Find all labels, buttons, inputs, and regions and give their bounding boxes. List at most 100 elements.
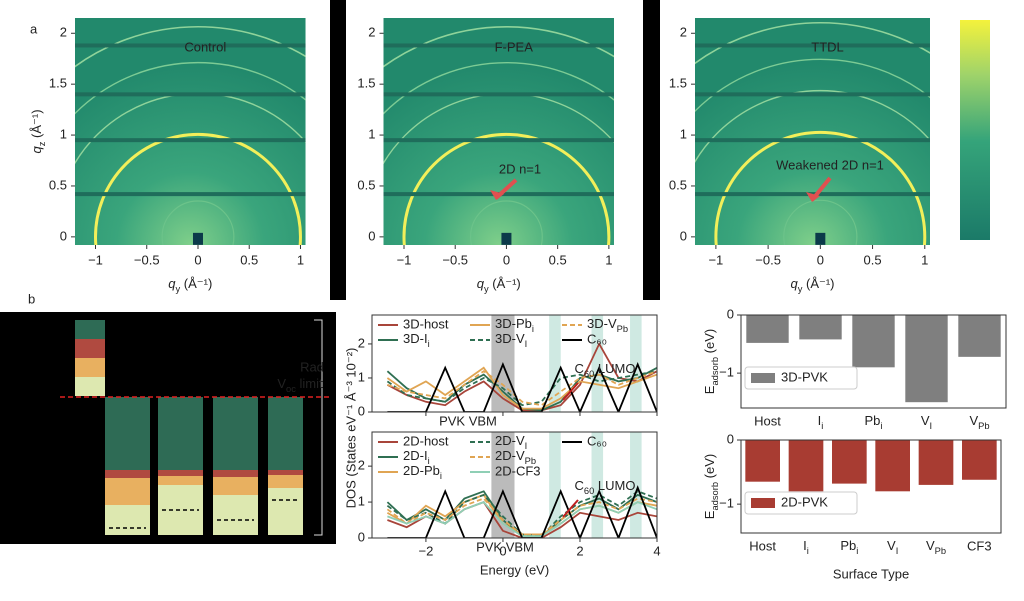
detector-gap <box>383 138 614 143</box>
y-tick-label: −1 <box>719 365 734 380</box>
text-part: Pb <box>978 421 989 431</box>
x-tick-label: −0.5 <box>755 252 781 267</box>
legend-label: 3D-host <box>403 316 449 331</box>
scattering-ring <box>75 61 306 115</box>
level-bar <box>213 495 258 535</box>
y-tick-label: 0.5 <box>669 177 687 192</box>
text-part: adsorb <box>710 482 720 511</box>
plot-area <box>386 432 657 538</box>
x-tick-label: −0.5 <box>134 252 160 267</box>
colorbar <box>960 20 990 240</box>
bar <box>746 315 789 343</box>
text-part: i <box>428 456 430 466</box>
text-part: C <box>575 361 584 376</box>
plot-frame <box>740 314 1007 409</box>
beam-stop <box>192 232 203 245</box>
text-part: I <box>525 339 528 349</box>
detector-gap <box>695 92 930 97</box>
x-tick-label: VI <box>921 413 932 431</box>
text-part: E <box>702 510 717 519</box>
scattering-ring <box>714 130 927 245</box>
scattering-ring <box>383 62 614 115</box>
level-bar <box>158 476 203 485</box>
lumo-annotation: C60 LUMO <box>575 361 636 379</box>
legend-label: 2D-Pbi <box>403 463 442 481</box>
rad-label: Rad <box>300 359 324 374</box>
scattering-ring <box>94 132 302 245</box>
dos-line <box>386 497 657 536</box>
legend-label: 3D-VI <box>495 331 527 349</box>
text-part: z <box>37 141 47 146</box>
text-part: 60 <box>584 369 594 379</box>
beam-stop <box>815 232 826 245</box>
text-part: 2D-Pb <box>403 463 440 478</box>
bar <box>852 315 895 368</box>
text-part: i <box>807 546 809 556</box>
text-part: I <box>803 538 807 553</box>
x-tick-label: Pbi <box>865 413 883 431</box>
level-bar <box>158 397 203 470</box>
x-tick-label: Ii <box>818 413 824 431</box>
text-part: (Å⁻¹) <box>489 276 521 291</box>
level-bar <box>268 397 303 470</box>
level-bar <box>105 478 150 505</box>
x-tick-label: Host <box>754 413 781 428</box>
level-bar <box>105 470 150 478</box>
y-tick-label: 0 <box>60 228 67 243</box>
plot-area <box>383 18 614 245</box>
x-tick-label: 0 <box>499 543 506 558</box>
scattering-ring <box>695 58 930 113</box>
x-tick-label: 0.5 <box>240 252 258 267</box>
text-part: y <box>484 284 489 294</box>
x-tick-label: VPb <box>926 538 946 556</box>
dos-line <box>386 370 657 407</box>
y-tick-label: 0 <box>358 403 365 418</box>
panel-title: F-PEA <box>495 39 534 54</box>
x-axis-label: qy (Å⁻¹) <box>790 276 834 294</box>
text-part: i <box>821 421 823 431</box>
legend-label: 3D-PVK <box>781 369 828 384</box>
detector-gap <box>695 138 930 143</box>
detector-gap <box>75 138 306 143</box>
text-part: 60 <box>584 486 594 496</box>
text-part: y <box>176 284 181 294</box>
level-bar <box>158 470 203 476</box>
y-tick-label: 1 <box>358 494 365 509</box>
level-bar <box>105 505 150 535</box>
y-tick-label: 2 <box>358 458 365 473</box>
text-part: y <box>798 284 803 294</box>
text-part: limit <box>296 376 323 391</box>
bracket <box>314 319 323 536</box>
plot-area <box>75 18 306 245</box>
text-part: V <box>921 413 930 428</box>
x-tick-label: −2 <box>419 543 434 558</box>
level-swatch <box>75 339 105 358</box>
y-tick-label: 0 <box>368 228 375 243</box>
x-tick-label: 4 <box>653 543 660 558</box>
scattering-ring <box>695 22 930 65</box>
bar <box>799 315 842 340</box>
plot-frame <box>740 439 1002 534</box>
lumo-arrow <box>562 382 579 401</box>
scattering-ring <box>161 200 235 245</box>
x-tick-label: 2 <box>576 543 583 558</box>
bar <box>918 440 954 485</box>
text-part: adsorb <box>710 357 720 386</box>
dos-line <box>386 366 657 410</box>
level-bar <box>213 397 258 470</box>
y-axis-label: Eadsorb (eV) <box>702 329 720 394</box>
beam-stop <box>501 232 512 245</box>
x-tick-label: 1 <box>921 252 928 267</box>
bar <box>905 315 948 403</box>
plot-area <box>386 315 657 412</box>
text-part: q <box>790 276 798 291</box>
y-tick-label: 0.5 <box>49 177 67 192</box>
text-part: V <box>969 413 978 428</box>
level-bar <box>213 477 258 495</box>
dos-line <box>387 370 657 407</box>
x-tick-label: Host <box>749 538 776 553</box>
y-tick-label: 1 <box>358 369 365 384</box>
text-part: 3D-Pb <box>495 316 532 331</box>
panel-label: b <box>28 291 35 306</box>
legend-box <box>744 491 858 515</box>
